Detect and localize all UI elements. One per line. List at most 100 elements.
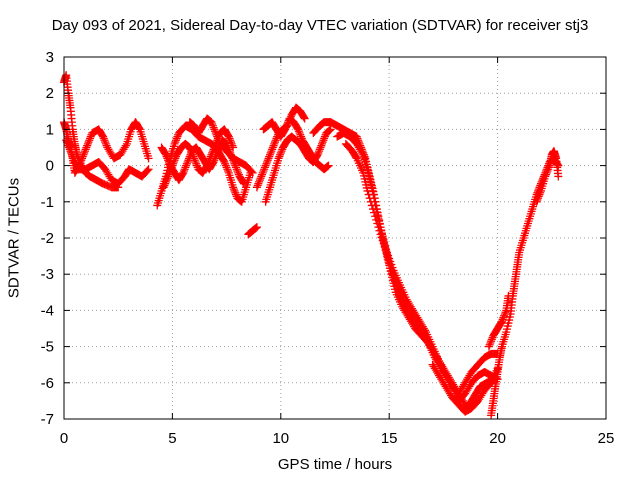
data-point xyxy=(68,152,77,161)
x-tick-label: 10 xyxy=(272,430,289,447)
data-point xyxy=(257,172,266,181)
x-tick-label: 15 xyxy=(381,430,398,447)
data-point xyxy=(314,148,323,157)
data-point xyxy=(162,152,171,161)
data-point xyxy=(248,168,257,177)
x-axis-label: GPS time / hours xyxy=(277,456,393,473)
data-point xyxy=(208,148,217,157)
data-point xyxy=(211,129,220,138)
data-point xyxy=(161,177,170,186)
data-point xyxy=(209,145,218,154)
data-point xyxy=(234,168,243,177)
data-point xyxy=(191,157,200,166)
data-point xyxy=(368,205,377,214)
data-point xyxy=(210,125,219,134)
x-tick-label: 20 xyxy=(489,430,506,447)
y-tick-label: -6 xyxy=(41,375,54,392)
data-point xyxy=(86,132,95,141)
data-point xyxy=(205,156,214,165)
data-point xyxy=(295,129,304,138)
data-point xyxy=(82,143,91,152)
data-point xyxy=(366,197,375,206)
data-point xyxy=(374,223,383,232)
data-point xyxy=(501,308,510,317)
data-point xyxy=(169,157,178,166)
data-point xyxy=(192,161,201,170)
data-point xyxy=(64,141,73,150)
data-point xyxy=(373,219,382,228)
data-point xyxy=(144,165,153,174)
data-point xyxy=(207,118,216,127)
data-point xyxy=(320,132,329,141)
data-point xyxy=(282,121,291,130)
data-point xyxy=(83,141,92,150)
data-point xyxy=(203,161,212,170)
data-point xyxy=(296,130,305,139)
data-point xyxy=(162,176,171,185)
data-point xyxy=(364,190,373,199)
data-point xyxy=(271,138,280,147)
data-point xyxy=(317,139,326,148)
data-point xyxy=(224,132,233,141)
data-point xyxy=(267,147,276,156)
data-point xyxy=(541,172,550,181)
data-point xyxy=(170,156,179,165)
data-point xyxy=(315,147,324,156)
data-point xyxy=(372,215,381,224)
data-point xyxy=(164,172,173,181)
data-point xyxy=(554,161,563,170)
data-point xyxy=(294,127,303,136)
data-point xyxy=(159,183,168,192)
data-point xyxy=(221,161,230,170)
data-point xyxy=(239,178,248,187)
data-point xyxy=(258,170,267,179)
data-point xyxy=(294,125,303,134)
data-point xyxy=(274,154,283,163)
data-point xyxy=(229,185,238,194)
data-point xyxy=(166,167,175,176)
data-point xyxy=(171,138,180,147)
data-point xyxy=(500,311,509,320)
data-point xyxy=(186,145,195,154)
data-point xyxy=(299,113,308,122)
data-point xyxy=(542,170,551,179)
data-point xyxy=(254,179,263,188)
data-point xyxy=(504,291,513,300)
data-point xyxy=(317,141,326,150)
data-point xyxy=(210,143,219,152)
data-point xyxy=(487,335,496,344)
data-point xyxy=(101,139,110,148)
data-point xyxy=(268,145,277,154)
data-point xyxy=(229,183,238,192)
data-point xyxy=(256,174,265,183)
data-point xyxy=(484,342,493,351)
data-point xyxy=(265,152,274,161)
data-point xyxy=(99,134,108,143)
data-point xyxy=(375,226,384,235)
data-point xyxy=(171,154,180,163)
y-tick-label: -3 xyxy=(41,266,54,283)
data-point xyxy=(161,179,170,188)
y-tick-label: 2 xyxy=(46,85,54,102)
data-point xyxy=(226,136,235,145)
data-point xyxy=(204,157,213,166)
data-point xyxy=(83,139,92,148)
data-point xyxy=(283,119,292,128)
data-point xyxy=(213,132,222,141)
data-point xyxy=(207,150,216,159)
data-point xyxy=(247,167,256,176)
data-point xyxy=(170,139,179,148)
y-tick-label: -7 xyxy=(41,411,54,428)
data-point xyxy=(264,154,273,163)
data-point xyxy=(224,167,233,176)
data-point xyxy=(265,150,274,159)
data-point xyxy=(79,150,88,159)
data-point xyxy=(233,167,242,176)
data-point xyxy=(78,152,87,161)
data-point xyxy=(266,148,275,157)
data-point xyxy=(160,181,169,190)
data-point xyxy=(190,154,199,163)
data-point xyxy=(228,141,237,150)
data-point xyxy=(211,127,220,136)
data-point xyxy=(121,141,130,150)
